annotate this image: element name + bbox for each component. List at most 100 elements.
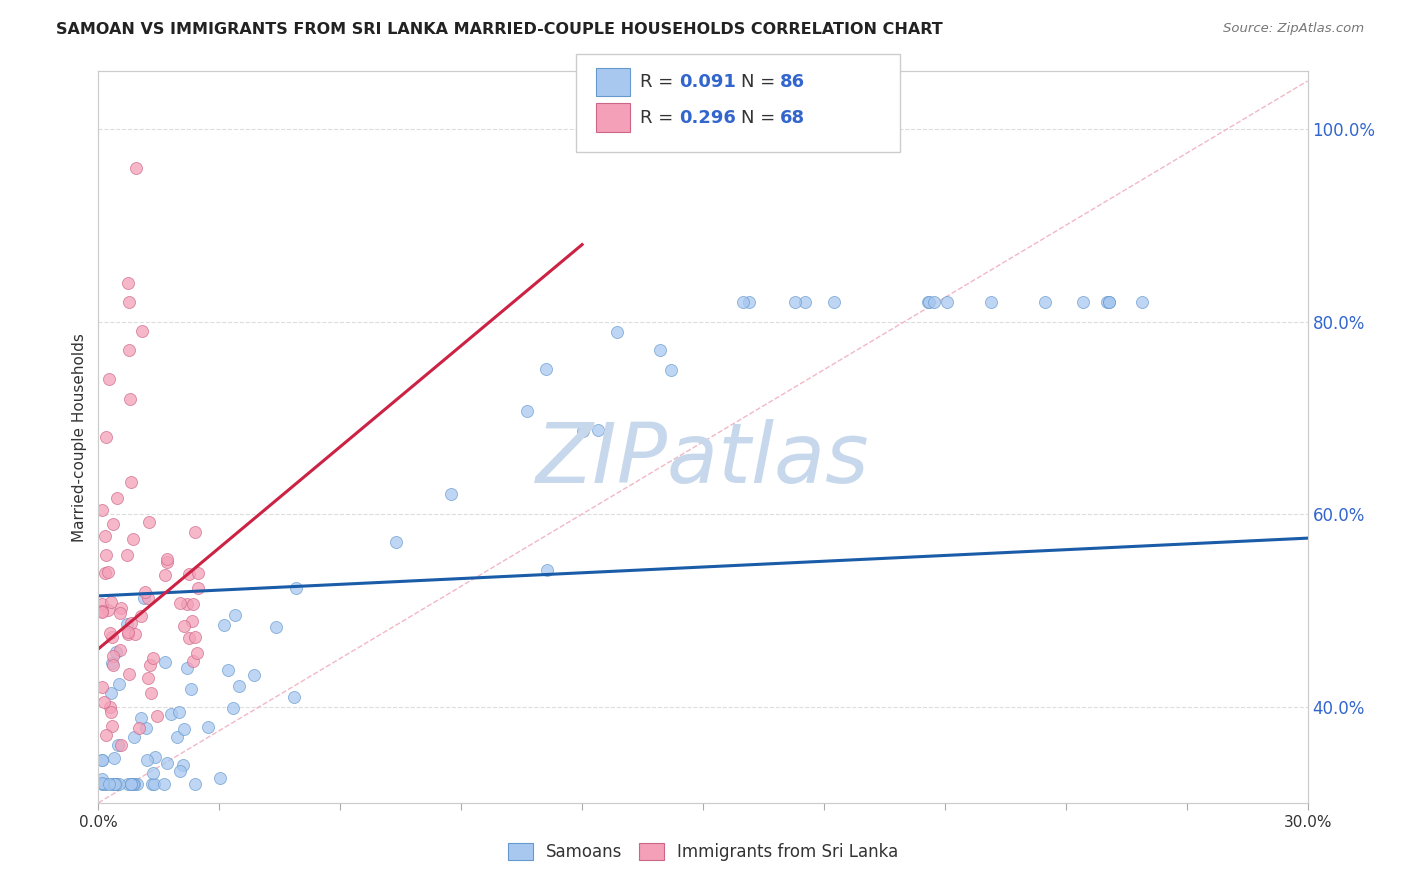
- Text: ZIPatlas: ZIPatlas: [536, 418, 870, 500]
- Point: [173, 722, 195, 736]
- Point: [516, 404, 538, 418]
- Point: [91, 604, 114, 618]
- Point: [169, 764, 191, 779]
- Point: [101, 719, 124, 733]
- Point: [96, 728, 118, 742]
- Point: [1071, 295, 1094, 310]
- Point: [187, 581, 209, 595]
- Point: [1098, 295, 1121, 310]
- Point: [179, 566, 201, 581]
- Text: 68: 68: [780, 109, 806, 127]
- Point: [117, 549, 139, 563]
- Point: [128, 721, 150, 735]
- Point: [91, 753, 114, 767]
- Point: [172, 758, 194, 772]
- Point: [107, 676, 129, 690]
- Point: [117, 627, 139, 641]
- Point: [135, 722, 157, 736]
- Point: [97, 566, 120, 580]
- Point: [136, 671, 159, 685]
- Point: [136, 753, 159, 767]
- Point: [536, 563, 558, 577]
- Point: [917, 295, 939, 310]
- Point: [659, 362, 682, 376]
- Point: [107, 491, 129, 506]
- Point: [139, 658, 162, 673]
- Point: [94, 776, 117, 790]
- Point: [131, 324, 153, 338]
- Point: [108, 776, 131, 790]
- Point: [104, 776, 127, 790]
- Point: [121, 532, 143, 546]
- Point: [143, 750, 166, 764]
- Point: [1033, 295, 1056, 310]
- Point: [224, 607, 246, 622]
- Point: [91, 776, 114, 790]
- Point: [184, 524, 207, 539]
- Point: [141, 776, 163, 790]
- Point: [209, 772, 232, 786]
- Point: [120, 475, 142, 489]
- Point: [117, 616, 139, 631]
- Text: SAMOAN VS IMMIGRANTS FROM SRI LANKA MARRIED-COUPLE HOUSEHOLDS CORRELATION CHART: SAMOAN VS IMMIGRANTS FROM SRI LANKA MARR…: [56, 22, 943, 37]
- Point: [176, 661, 198, 675]
- Text: R =: R =: [640, 73, 679, 91]
- Point: [103, 751, 125, 765]
- Point: [91, 772, 114, 786]
- Text: Source: ZipAtlas.com: Source: ZipAtlas.com: [1223, 22, 1364, 36]
- Point: [823, 295, 845, 310]
- Point: [181, 614, 204, 628]
- Point: [176, 597, 198, 611]
- Point: [184, 776, 207, 790]
- Point: [110, 601, 132, 615]
- Point: [94, 548, 117, 562]
- Point: [142, 651, 165, 665]
- Point: [156, 551, 179, 566]
- Text: 0.091: 0.091: [679, 73, 735, 91]
- Point: [143, 776, 166, 790]
- Point: [731, 295, 754, 310]
- Point: [93, 776, 115, 790]
- Point: [117, 343, 139, 358]
- Point: [160, 707, 183, 722]
- Point: [606, 325, 628, 339]
- Point: [153, 776, 176, 790]
- Point: [105, 645, 128, 659]
- Point: [197, 720, 219, 734]
- Point: [101, 657, 124, 672]
- Point: [228, 680, 250, 694]
- Point: [124, 730, 146, 744]
- Legend: Samoans, Immigrants from Sri Lanka: Samoans, Immigrants from Sri Lanka: [501, 836, 905, 868]
- Point: [167, 705, 190, 719]
- Point: [100, 706, 122, 720]
- Point: [94, 529, 117, 543]
- Point: [142, 766, 165, 780]
- Point: [97, 372, 120, 386]
- Point: [100, 595, 122, 609]
- Point: [122, 776, 145, 790]
- Point: [124, 776, 146, 790]
- Point: [918, 295, 941, 310]
- Point: [283, 690, 305, 705]
- Point: [127, 776, 149, 790]
- Point: [124, 627, 146, 641]
- Point: [153, 568, 176, 582]
- Point: [1095, 295, 1118, 310]
- Point: [146, 709, 169, 723]
- Point: [166, 730, 188, 744]
- Point: [186, 646, 208, 660]
- Point: [1130, 295, 1153, 310]
- Point: [108, 607, 131, 621]
- Point: [101, 516, 124, 531]
- Point: [187, 566, 209, 580]
- Point: [120, 776, 142, 790]
- Point: [242, 667, 264, 681]
- Point: [120, 776, 142, 790]
- Point: [117, 276, 139, 290]
- Point: [440, 487, 463, 501]
- Point: [117, 624, 139, 639]
- Point: [101, 630, 124, 644]
- Point: [586, 423, 609, 437]
- Point: [101, 657, 124, 671]
- Point: [217, 663, 239, 677]
